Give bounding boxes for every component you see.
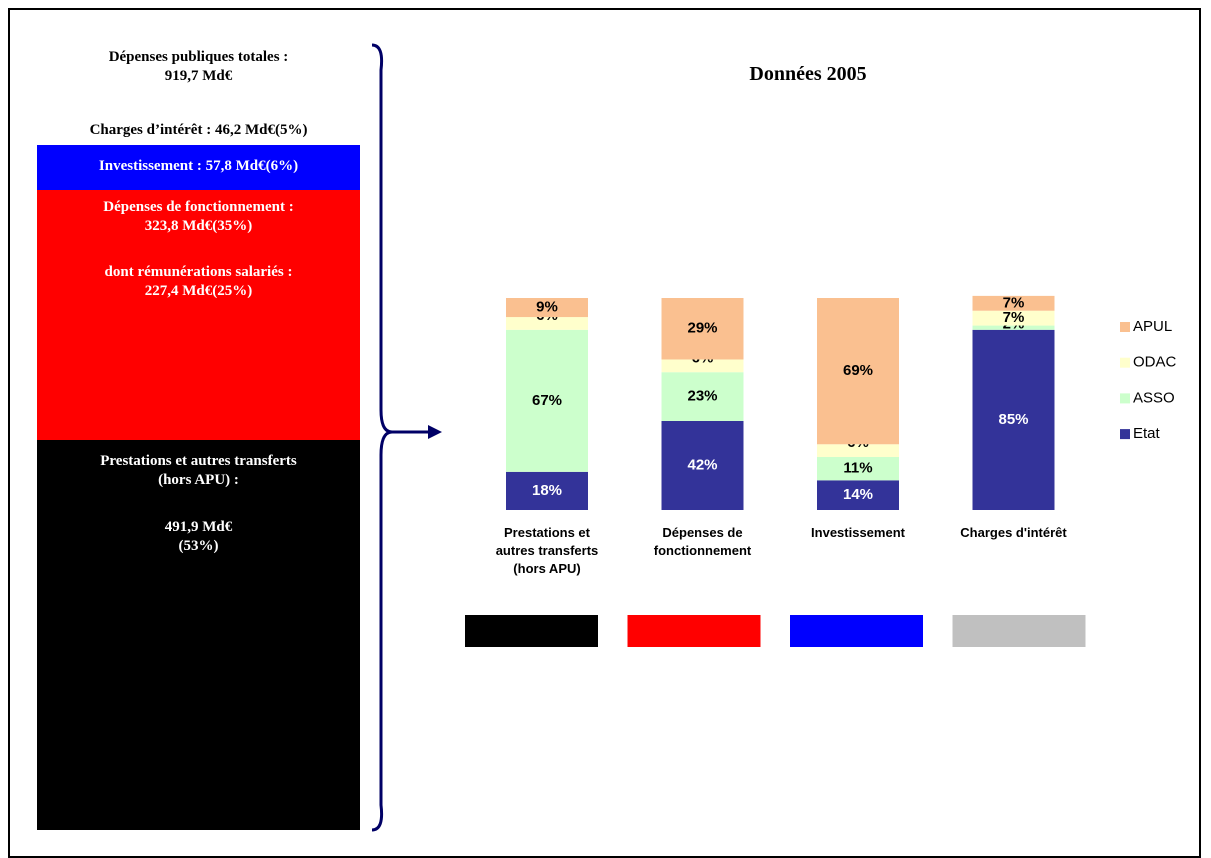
data-label: 9% [536, 299, 558, 316]
bar-segment [972, 310, 1055, 326]
legend-label: ASSO [1133, 389, 1175, 406]
data-label: 14% [843, 486, 873, 503]
text: 491,9 Md€ (53%) [37, 518, 360, 556]
bar-segment [972, 325, 1055, 330]
data-label: 29% [687, 320, 717, 337]
data-label: 69% [843, 362, 873, 379]
bar-segment [817, 457, 899, 481]
legend-swatch [1120, 429, 1130, 440]
data-label: 42% [687, 456, 717, 473]
x-tick-label: Investissement [811, 525, 905, 540]
data-label: 67% [532, 392, 562, 409]
bar-segment [817, 298, 899, 445]
text: dont rémunérations salariés : 227,4 Md€(… [37, 263, 360, 301]
data-label: 11% [843, 460, 872, 477]
interest-label: Charges d’intérêt : 46,2 Md€(5%) [89, 122, 308, 138]
chart-title: Données 2005 [749, 63, 867, 85]
bar-segment [506, 329, 588, 472]
bar-segment [817, 480, 899, 510]
operating-block: Dépenses de fonctionnement : 323,8 Md€(3… [37, 190, 360, 440]
category-color [465, 615, 598, 647]
brace [371, 43, 393, 832]
text: Dépenses publiques totales : [108, 49, 289, 65]
data-label: 23% [687, 388, 717, 405]
bar-segment [817, 444, 899, 457]
arrow-head [428, 425, 442, 439]
text: Dépenses de fonctionnement : 323,8 Md€(3… [37, 198, 360, 236]
legend-label: Etat [1133, 425, 1161, 442]
text: Investissement : 57,8 Md€(6%) [98, 158, 299, 174]
category-color [790, 615, 923, 647]
bar-segment [661, 298, 744, 360]
legend-swatch [1120, 357, 1130, 368]
x-tick-label: Dépenses de fonctionnement [653, 525, 752, 558]
x-tick-label: Charges d'intérêt [960, 525, 1067, 540]
text: 323,8 Md€(35%) [144, 218, 253, 234]
legend-label: APUL [1133, 318, 1172, 335]
bar-segment [506, 298, 588, 318]
category-color [952, 615, 1086, 647]
bar-segment [972, 329, 1055, 510]
bar-segment [661, 359, 744, 373]
text: Prestations et autres transferts [100, 453, 297, 469]
legend-label: ODAC [1133, 354, 1177, 371]
investment-block: Investissement : 57,8 Md€(6%) [37, 145, 360, 190]
legend-swatch [1120, 393, 1130, 404]
bar-segment [506, 471, 588, 510]
text: 919,7 Md€ [164, 68, 233, 84]
data-label: 85% [998, 411, 1028, 428]
category-color [627, 615, 761, 647]
text: Prestations et autres transferts (hors A… [37, 452, 360, 490]
transfers-block: Prestations et autres transferts (hors A… [37, 440, 360, 830]
bar-segment [661, 372, 744, 421]
text: dont rémunérations salariés : [104, 264, 293, 280]
data-label: 7% [1003, 309, 1025, 326]
text: Dépenses de fonctionnement : [103, 199, 294, 215]
x-tick-label: Prestations et autres transferts (hors A… [495, 525, 599, 576]
text: (53%) [178, 538, 219, 554]
data-label: 18% [532, 482, 562, 499]
text: 491,9 Md€ [164, 519, 233, 535]
bar-segment [661, 420, 744, 510]
data-label: 7% [1003, 294, 1025, 311]
bar-segment [506, 317, 588, 330]
panel-title: Dépenses publiques totales : 919,7 Md€ [37, 48, 360, 86]
bar-segment [972, 295, 1055, 311]
text: (hors APU) : [158, 472, 239, 488]
text: 227,4 Md€(25%) [144, 283, 253, 299]
legend-swatch [1120, 322, 1130, 332]
